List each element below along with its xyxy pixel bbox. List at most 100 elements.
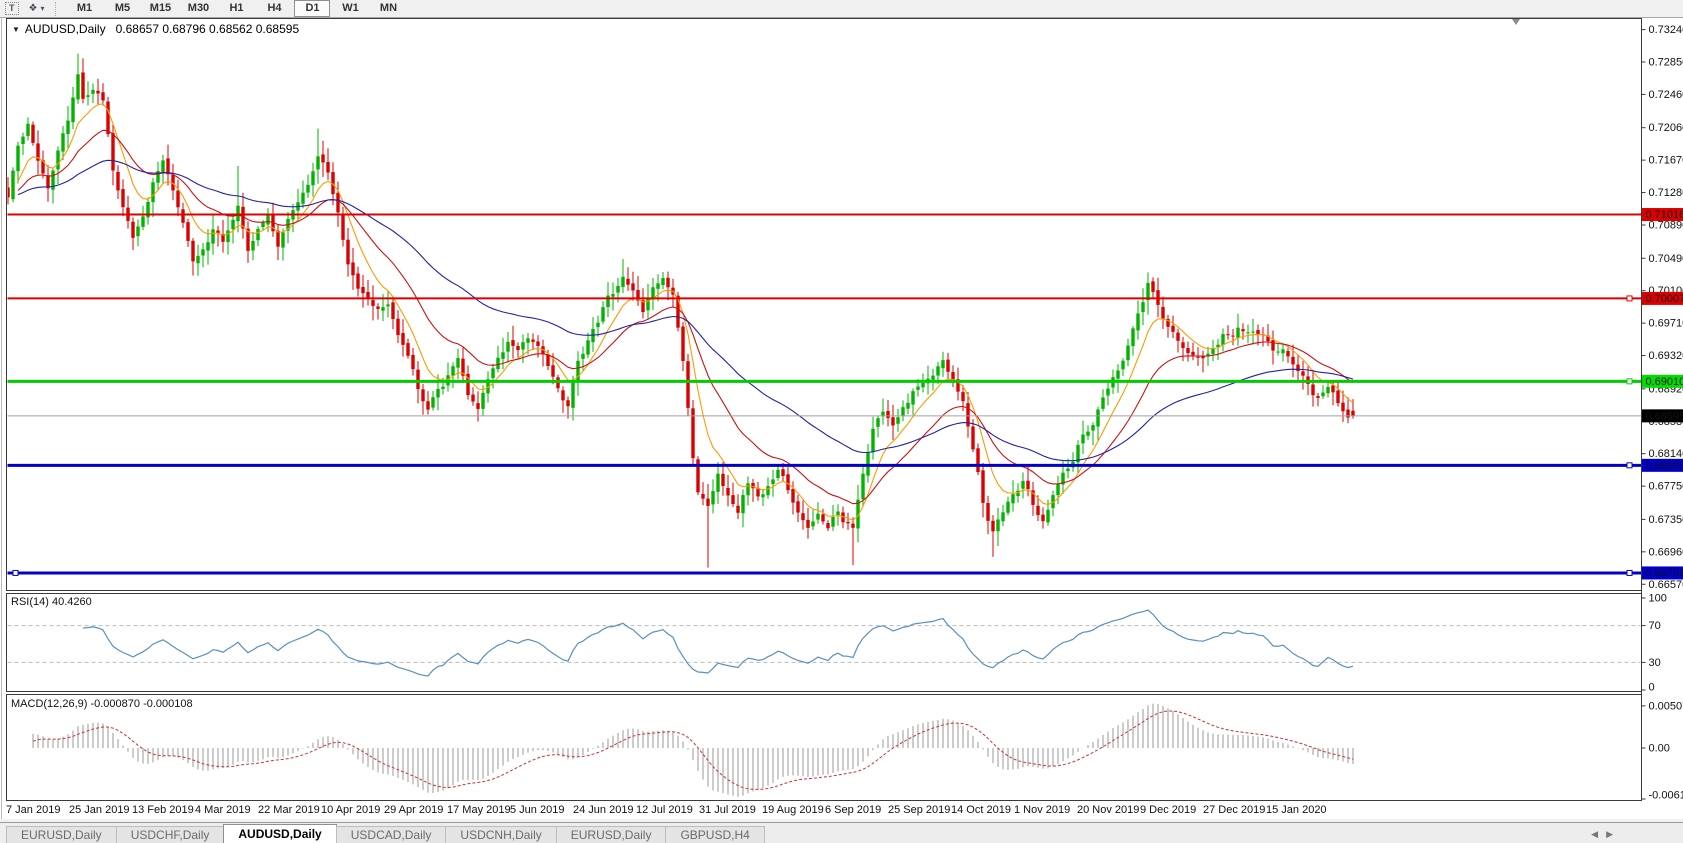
- svg-text:0.00: 0.00: [1649, 743, 1670, 755]
- svg-text:31 Jul 2019: 31 Jul 2019: [699, 804, 756, 816]
- ma-55-line: [17, 159, 1354, 462]
- tab-scroll-left-icon[interactable]: ◀: [1591, 829, 1607, 839]
- hline-handle-0.68000[interactable]: [1626, 462, 1633, 469]
- timeframe-button-h4[interactable]: H4: [267, 2, 282, 14]
- svg-text:12 Jul 2019: 12 Jul 2019: [636, 804, 693, 816]
- svg-text:14 Oct 2019: 14 Oct 2019: [951, 804, 1011, 816]
- svg-text:19 Aug 2019: 19 Aug 2019: [762, 804, 824, 816]
- hline-left-handle[interactable]: [12, 569, 19, 576]
- svg-text:25 Jan 2019: 25 Jan 2019: [69, 804, 130, 816]
- main-chart-panel[interactable]: [6, 18, 1642, 591]
- chart-ohlc-values: 0.68657 0.68796 0.68562 0.68595: [115, 22, 300, 36]
- svg-text:0.70007: 0.70007: [1646, 293, 1683, 305]
- svg-text:9 Dec 2019: 9 Dec 2019: [1140, 804, 1196, 816]
- rsi-panel[interactable]: [6, 593, 1642, 692]
- symbol-tab-usdchf-daily[interactable]: USDCHF,Daily: [115, 826, 225, 843]
- svg-text:0.68595: 0.68595: [1646, 410, 1683, 422]
- hline-handle-0.66706[interactable]: [1626, 569, 1633, 576]
- ma-21-line: [17, 129, 1354, 505]
- tab-scroll-right-icon[interactable]: ▶: [1606, 829, 1621, 839]
- svg-text:0.68000: 0.68000: [1646, 460, 1683, 472]
- svg-text:0.66706: 0.66706: [1646, 567, 1683, 579]
- collapse-triangle-icon[interactable]: ▼: [12, 25, 20, 34]
- text-tool-icon: T: [5, 2, 19, 15]
- svg-text:0.71016: 0.71016: [1646, 209, 1683, 221]
- svg-text:6 Sep 2019: 6 Sep 2019: [825, 804, 881, 816]
- timeframe-button-d1[interactable]: D1: [294, 0, 331, 17]
- candlestick-series: [7, 53, 1355, 568]
- chart-shift-marker-icon[interactable]: [1512, 19, 1520, 25]
- timeframe-button-m30[interactable]: M30: [187, 2, 210, 14]
- chart-symbol-label: AUDUSD,Daily: [24, 22, 106, 36]
- hline-handle-0.69010[interactable]: [1626, 378, 1633, 385]
- timeframe-button-mn[interactable]: MN: [379, 2, 398, 14]
- svg-text:-0.006148: -0.006148: [1649, 790, 1683, 802]
- svg-text:27 Dec 2019: 27 Dec 2019: [1203, 804, 1265, 816]
- timeframe-button-m1[interactable]: M1: [76, 2, 93, 14]
- svg-text:29 Apr 2019: 29 Apr 2019: [384, 804, 443, 816]
- symbol-tab-usdcnh-daily[interactable]: USDCNH,Daily: [445, 826, 557, 843]
- rsi-indicator-label: RSI(14) 40.4260: [11, 596, 92, 608]
- symbol-tab-bar: EURUSD,Daily USDCHF,Daily AUDUSD,Daily USDC…: [0, 822, 1683, 843]
- timeframe-button-m5[interactable]: M5: [114, 2, 131, 14]
- rsi-axis: 100 70 30 0: [1641, 593, 1667, 694]
- macd-axis: 0.005076 0.00 -0.006148: [1641, 700, 1683, 802]
- svg-text:10 Apr 2019: 10 Apr 2019: [321, 804, 380, 816]
- svg-text:70: 70: [1649, 620, 1661, 632]
- symbol-tab-gbpusd-h4[interactable]: GBPUSD,H4: [665, 826, 765, 843]
- svg-text:0.005076: 0.005076: [1649, 700, 1683, 712]
- svg-text:15 Jan 2020: 15 Jan 2020: [1266, 804, 1327, 816]
- svg-text:22 Mar 2019: 22 Mar 2019: [258, 804, 320, 816]
- date-axis: 7 Jan 2019 25 Jan 2019 13 Feb 2019 4 Mar 20…: [6, 804, 1327, 816]
- hline-handle-0.70007[interactable]: [1626, 295, 1633, 302]
- text-label-tool-button[interactable]: T: [0, 1, 24, 16]
- moving-average-lines: [17, 103, 1354, 522]
- rsi-line: [82, 609, 1354, 677]
- svg-text:1 Nov 2019: 1 Nov 2019: [1014, 804, 1070, 816]
- symbol-tab-eurusd-daily[interactable]: EURUSD,Daily: [555, 826, 667, 843]
- macd-indicator-label: MACD(12,26,9) -0.000870 -0.000108: [11, 698, 193, 710]
- objects-icon: ❖: [28, 3, 38, 14]
- svg-text:7 Jan 2019: 7 Jan 2019: [6, 804, 60, 816]
- macd-panel[interactable]: [6, 694, 1642, 801]
- timeframe-button-h1[interactable]: H1: [229, 2, 244, 14]
- symbol-tabs: EURUSD,Daily USDCHF,Daily AUDUSD,Daily USDC…: [0, 824, 765, 843]
- svg-text:5 Jun 2019: 5 Jun 2019: [510, 804, 564, 816]
- svg-text:25 Sep 2019: 25 Sep 2019: [888, 804, 950, 816]
- timeframe-button-m15[interactable]: M15: [149, 2, 172, 14]
- symbol-tab-eurusd-daily[interactable]: EURUSD,Daily: [6, 826, 117, 843]
- timeframe-button-w1[interactable]: W1: [342, 2, 359, 14]
- svg-text:0.69010: 0.69010: [1646, 376, 1683, 388]
- svg-text:24 Jun 2019: 24 Jun 2019: [573, 804, 634, 816]
- svg-text:100: 100: [1649, 593, 1667, 605]
- symbol-tab-audusd-daily[interactable]: AUDUSD,Daily: [223, 824, 337, 843]
- toolbar-separator: [55, 1, 61, 16]
- macd-signal-line: [32, 710, 1354, 790]
- svg-text:17 May 2019: 17 May 2019: [447, 804, 511, 816]
- svg-text:4 Mar 2019: 4 Mar 2019: [195, 804, 251, 816]
- macd-plot: [32, 703, 1354, 797]
- svg-text:0: 0: [1649, 682, 1655, 694]
- symbol-tab-usdcad-daily[interactable]: USDCAD,Daily: [335, 826, 447, 843]
- objects-tool-button[interactable]: ❖ ▾: [24, 1, 50, 16]
- rsi-plot: [7, 609, 1641, 677]
- chart-title: ▼ AUDUSD,Daily 0.68657 0.68796 0.68562 0.6…: [12, 22, 299, 36]
- timeframe-buttons: M1 M5 M15 M30 H1 H4 D1 W1 MN: [65, 0, 407, 17]
- chevron-down-icon: ▾: [40, 4, 45, 13]
- toolbar: T ❖ ▾ M1 M5 M15 M30 H1 H4 D1 W1 MN: [0, 0, 1683, 18]
